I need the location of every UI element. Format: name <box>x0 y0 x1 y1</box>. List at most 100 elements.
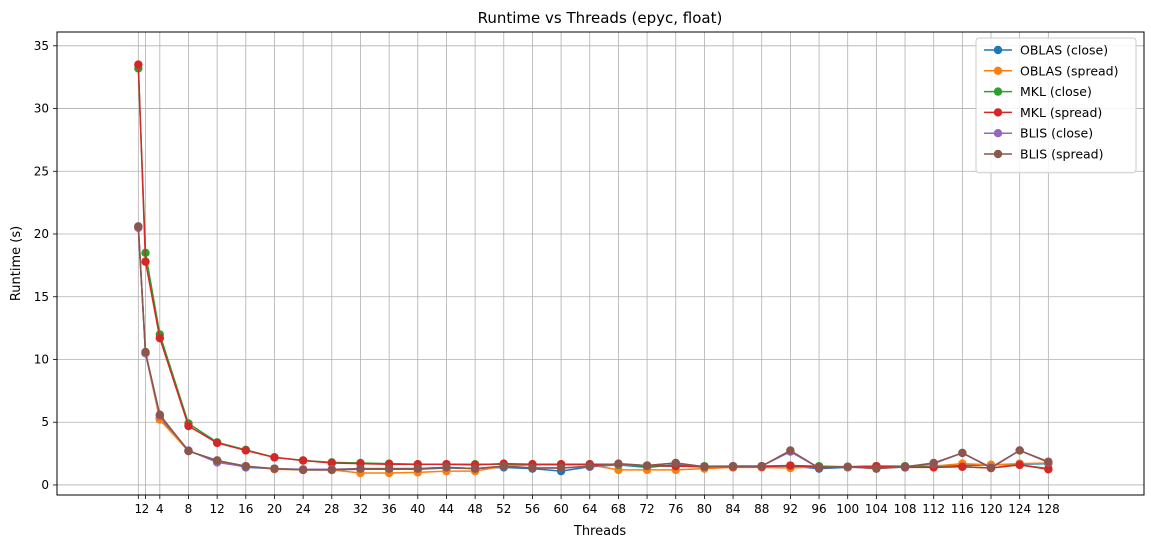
data-point <box>872 464 881 473</box>
grid <box>57 32 1144 495</box>
x-tick-label: 28 <box>324 502 339 516</box>
data-point <box>212 456 222 465</box>
legend-item: OBLAS (close) <box>984 43 1108 58</box>
x-tick-label: 92 <box>783 502 798 516</box>
x-axis-label: Threads <box>573 524 626 539</box>
data-point <box>356 464 365 473</box>
data-point <box>241 446 251 455</box>
data-point <box>155 410 165 419</box>
data-point <box>184 421 193 431</box>
x-tick-label: 44 <box>439 502 454 516</box>
x-tick-label: 2 <box>142 502 150 516</box>
x-tick-label: 88 <box>754 502 769 516</box>
series-line <box>137 64 1049 471</box>
x-tick-label: 112 <box>922 502 945 516</box>
plot-frame <box>56 31 1145 496</box>
data-point <box>642 461 652 470</box>
x-tick-label: 116 <box>951 502 974 516</box>
legend-swatch-marker <box>993 45 1003 55</box>
data-point <box>141 257 150 266</box>
legend-swatch-marker <box>993 66 1003 76</box>
data-point <box>413 464 422 473</box>
legend: OBLAS (close) OBLAS (spread) MKL (close) MK… <box>975 37 1137 174</box>
data-point <box>786 446 795 455</box>
data-point <box>814 463 824 473</box>
x-tick-label: 40 <box>410 502 425 516</box>
data-point <box>384 464 394 473</box>
y-tick-label: 15 <box>34 290 49 304</box>
legend-label: MKL (spread) <box>1020 105 1102 120</box>
x-tick-label: 16 <box>238 502 253 516</box>
data-point <box>929 458 938 468</box>
data-point <box>134 60 143 69</box>
data-point <box>1044 457 1053 466</box>
y-tick-label: 5 <box>41 415 49 429</box>
data-point <box>270 453 279 462</box>
data-point <box>614 459 623 468</box>
legend-box <box>975 37 1137 174</box>
legend-label: OBLAS (spread) <box>1020 63 1118 78</box>
x-axis-ticks: 1 2 4 8 12 16 20 24 28 32 36 40 44 48 52 56 60 64 68 72 76 80… <box>135 495 1060 516</box>
x-tick-label: 108 <box>894 502 917 516</box>
x-tick-label: 56 <box>525 502 540 516</box>
data-point <box>786 461 795 470</box>
x-tick-label: 68 <box>611 502 626 516</box>
x-tick-label: 76 <box>668 502 683 516</box>
data-point <box>470 464 480 473</box>
data-point <box>843 462 852 471</box>
x-tick-label: 124 <box>1008 502 1031 516</box>
y-tick-label: 35 <box>34 39 49 53</box>
x-tick-label: 36 <box>381 502 396 516</box>
x-tick-label: 104 <box>865 502 888 516</box>
x-tick-label: 80 <box>697 502 712 516</box>
legend-swatch-marker <box>993 149 1003 159</box>
y-axis-ticks: 0 5 10 15 20 25 30 35 <box>34 39 57 492</box>
data-point <box>556 463 566 473</box>
data-point <box>442 463 451 472</box>
data-point <box>585 461 594 471</box>
x-tick-label: 1 <box>135 502 143 516</box>
data-point <box>298 456 308 465</box>
x-tick-label: 64 <box>582 502 597 516</box>
data-point <box>671 458 680 468</box>
x-tick-label: 4 <box>156 502 164 516</box>
data-point <box>958 462 967 471</box>
data-point <box>327 458 336 468</box>
x-tick-label: 52 <box>496 502 511 516</box>
y-tick-label: 25 <box>34 164 49 178</box>
data-point <box>499 461 508 471</box>
data-point <box>1044 465 1053 474</box>
series-5 <box>134 222 1053 475</box>
series-layer <box>134 60 1053 478</box>
data-point <box>900 462 910 471</box>
y-axis-label: Runtime (s) <box>9 226 24 301</box>
data-point <box>958 448 967 458</box>
y-tick-label: 30 <box>34 102 49 116</box>
x-tick-label: 100 <box>836 502 859 516</box>
x-tick-label: 96 <box>811 502 826 516</box>
legend-label: BLIS (close) <box>1020 126 1093 141</box>
data-point <box>241 461 251 471</box>
x-tick-label: 60 <box>553 502 568 516</box>
legend-item: BLIS (spread) <box>984 147 1103 162</box>
data-point <box>1015 460 1024 470</box>
data-point <box>134 222 143 231</box>
legend-label: OBLAS (close) <box>1020 43 1108 58</box>
data-point <box>757 461 766 471</box>
legend-label: MKL (close) <box>1020 84 1092 99</box>
data-point <box>528 463 537 473</box>
x-tick-label: 120 <box>980 502 1003 516</box>
data-point <box>298 465 308 475</box>
x-tick-label: 20 <box>267 502 282 516</box>
series-line <box>137 226 1049 471</box>
x-tick-label: 32 <box>353 502 368 516</box>
data-point <box>155 333 165 343</box>
legend-item: MKL (spread) <box>984 105 1102 120</box>
data-point <box>327 465 336 475</box>
x-tick-label: 8 <box>185 502 193 516</box>
data-point <box>728 461 738 471</box>
data-point <box>1015 446 1024 455</box>
x-tick-label: 72 <box>639 502 654 516</box>
legend-item: OBLAS (spread) <box>984 63 1118 78</box>
